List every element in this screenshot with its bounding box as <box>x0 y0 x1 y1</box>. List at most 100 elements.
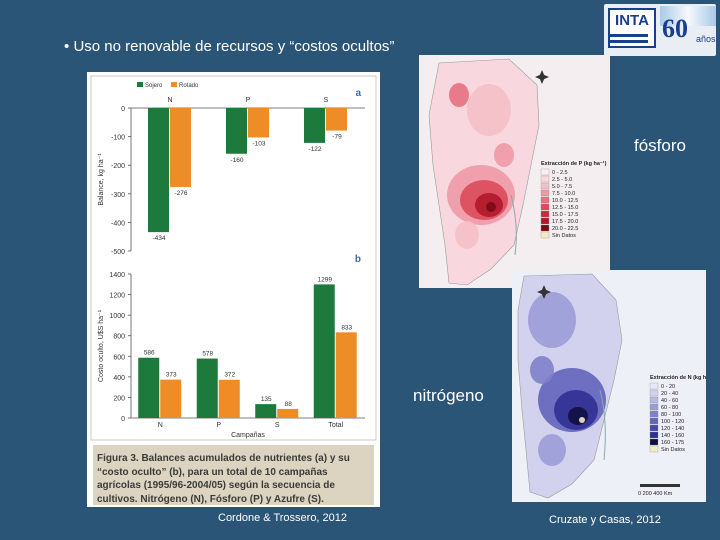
legend-class-label: 15.0 - 17.5 <box>552 212 578 218</box>
bar-sojero-p <box>226 108 247 154</box>
category-label: Total <box>328 422 343 429</box>
legend-swatch <box>540 189 550 197</box>
flag-banner <box>660 6 716 26</box>
bar-sojero-n <box>148 108 169 233</box>
logo-anos-label: años <box>696 34 716 44</box>
legend-swatch <box>540 231 550 239</box>
legend-class-label: 7.5 - 10.0 <box>552 191 575 197</box>
data-label: 578 <box>202 351 213 358</box>
y-tick-label: 600 <box>113 354 125 361</box>
extraction-zone <box>530 356 554 384</box>
bar-rotado-total <box>335 332 357 418</box>
legend-class-label: 100 - 120 <box>661 419 684 425</box>
y-tick-label: 800 <box>113 334 125 341</box>
data-label: -122 <box>308 146 321 153</box>
compass-icon <box>535 74 549 80</box>
legend-swatch <box>649 445 659 453</box>
legend-swatch <box>540 175 550 183</box>
legend-class-label: 2.5 - 5.0 <box>552 177 572 183</box>
legend-class-label: 120 - 140 <box>661 426 684 432</box>
bar-sojero-s <box>255 404 277 418</box>
bar-rotado-p <box>248 108 269 138</box>
legend-label: Sojero <box>145 83 163 89</box>
legend-swatch <box>649 382 659 390</box>
chart-frame <box>90 75 377 441</box>
legend-swatch <box>649 410 659 418</box>
data-label: 135 <box>261 396 272 403</box>
legend-swatch <box>540 182 550 190</box>
y-tick-label: 0 <box>121 416 125 423</box>
phosphorus-map-svg: Extracción de P (kg ha⁻¹) 0 - 2.52.5 - 5.… <box>419 55 610 288</box>
slide-title: • Uso no renovable de recursos y “costos… <box>64 38 394 55</box>
y-tick-label: -500 <box>111 249 125 256</box>
y-tick-label: -400 <box>111 220 125 227</box>
river <box>510 194 517 256</box>
title-text: Uso no renovable de recursos y “costos o… <box>73 38 395 55</box>
legend-class-label: 40 - 60 <box>661 398 678 404</box>
legend-swatch <box>540 210 550 218</box>
legend-label: Rotado <box>179 83 199 89</box>
y-tick-label: 1200 <box>109 293 125 300</box>
title-bullet: • <box>64 38 70 55</box>
legend-swatch <box>649 431 659 439</box>
y-tick-label: -300 <box>111 192 125 199</box>
legend-class-label: 0 - 20 <box>661 384 675 390</box>
logo-stripe <box>608 34 648 37</box>
legend-swatch <box>649 417 659 425</box>
extraction-zone <box>579 417 585 423</box>
legend-class-label: 10.0 - 12.5 <box>552 198 578 204</box>
y-tick-label: -200 <box>111 163 125 170</box>
extraction-zone <box>568 407 588 425</box>
legend-class-label: 60 - 80 <box>661 405 678 411</box>
category-label: S <box>324 97 329 104</box>
y-tick-label: 200 <box>113 395 125 402</box>
data-label: 1299 <box>318 276 333 283</box>
legend-swatch <box>649 403 659 411</box>
legend-swatch <box>649 389 659 397</box>
data-label: 372 <box>224 372 235 379</box>
legend-class-label: Sin Datos <box>552 233 576 239</box>
compass-icon <box>537 289 551 295</box>
data-label: 373 <box>166 372 177 379</box>
left-citation: Cordone & Trossero, 2012 <box>218 512 348 524</box>
bar-rotado-p <box>218 379 240 418</box>
legend-title: Extracción de P (kg ha⁻¹) <box>541 160 607 167</box>
category-label: N <box>158 422 163 429</box>
logo-anniversary-number: 60 <box>662 14 688 43</box>
legend-class-label: 0 - 2.5 <box>552 170 568 176</box>
category-label: N <box>167 97 172 104</box>
bar-sojero-n <box>138 357 160 418</box>
legend-class-label: Sin Datos <box>661 447 685 453</box>
extraction-zone <box>449 83 469 107</box>
caption-box <box>93 445 374 505</box>
data-label: -160 <box>230 157 243 164</box>
y-axis-title: Balance, kg ha⁻¹ <box>98 153 105 206</box>
river <box>599 389 606 461</box>
legend-swatch <box>649 396 659 404</box>
legend-class-label: 20.0 - 22.5 <box>552 226 578 232</box>
data-label: 586 <box>144 350 155 357</box>
category-label: P <box>216 422 221 429</box>
y-axis-title: Costo oculto, U$S ha⁻¹ <box>98 309 105 382</box>
scale-bar <box>640 484 680 487</box>
legend-swatch <box>540 168 550 176</box>
extraction-zone <box>538 434 566 466</box>
bar-rotado-s <box>326 108 347 131</box>
map-label-phosphorus: fósforo <box>634 136 686 155</box>
legend-title: Extracción de N (kg ha⁻¹) <box>650 374 706 381</box>
legend-class-label: 140 - 160 <box>661 433 684 439</box>
data-label: -434 <box>152 235 165 242</box>
data-label: -103 <box>252 140 265 147</box>
extraction-zone <box>494 143 514 167</box>
bar-sojero-total <box>313 284 335 418</box>
legend-swatch <box>540 196 550 204</box>
logo-stripe <box>608 40 648 43</box>
extraction-zone <box>455 221 479 249</box>
right-citation: Cruzate y Casas, 2012 <box>549 514 661 526</box>
panel-letter: b <box>355 254 361 265</box>
y-tick-label: 1000 <box>109 313 125 320</box>
legend-swatch <box>649 424 659 432</box>
legend-class-label: 17.5 - 20.0 <box>552 219 578 225</box>
legend-class-label: 12.5 - 15.0 <box>552 205 578 211</box>
